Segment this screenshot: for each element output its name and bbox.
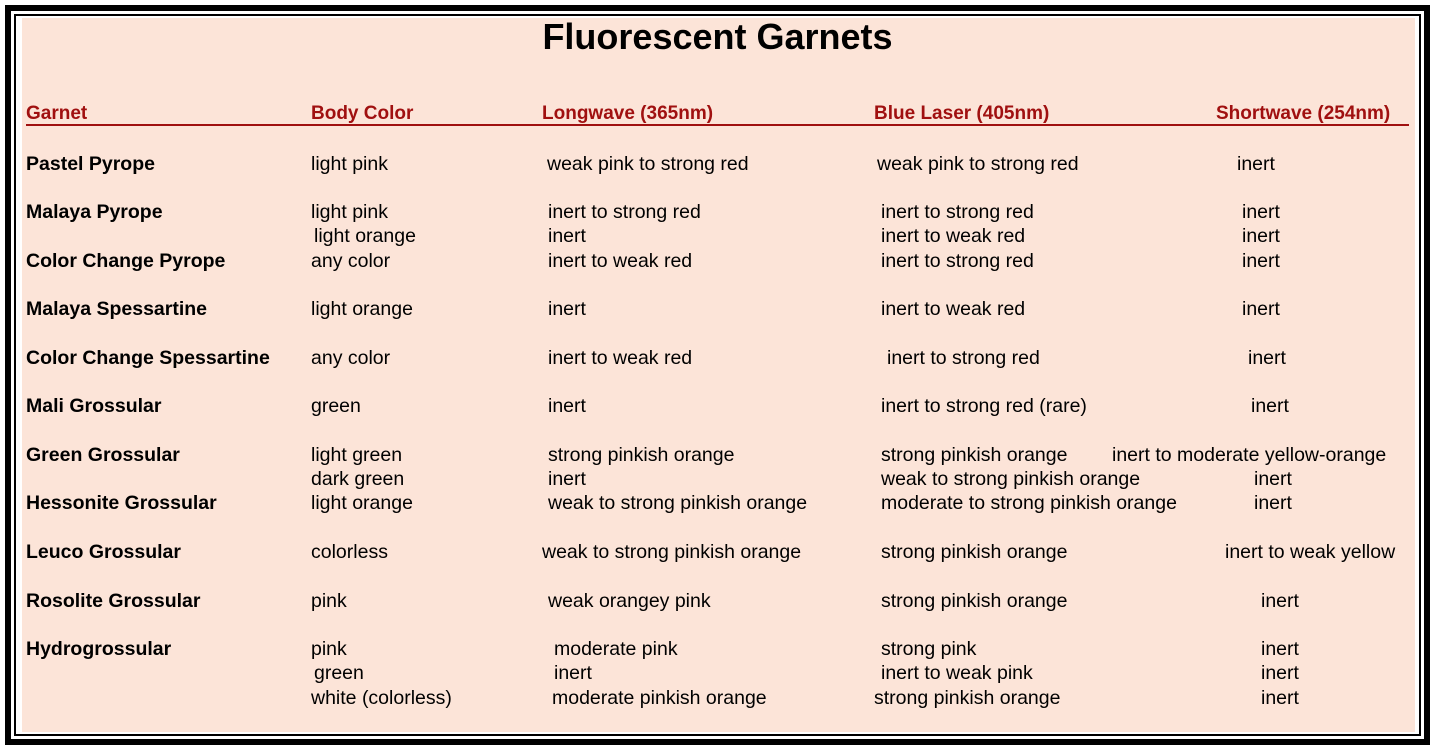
header-garnet: Garnet	[26, 103, 88, 124]
shortwave-response: inert	[1254, 492, 1292, 514]
body-color: any color	[311, 347, 391, 369]
body-color: white (colorless)	[311, 687, 452, 709]
sheet-background	[22, 18, 1415, 732]
page-title: Fluorescent Garnets	[542, 16, 893, 57]
body-color: light pink	[311, 201, 388, 223]
longwave-response: inert to weak red	[548, 250, 693, 272]
blue-laser-response: moderate to strong pinkish orange	[881, 492, 1177, 514]
shortwave-response: inert	[1251, 395, 1289, 417]
longwave-response: weak to strong pinkish orange	[548, 492, 808, 514]
blue-laser-response: inert to weak red	[881, 225, 1026, 247]
header-longwave: Longwave (365nm)	[542, 103, 714, 124]
garnet-name: Pastel Pyrope	[26, 153, 155, 175]
blue-laser-response: strong pinkish orange	[881, 444, 1068, 466]
header-body-color: Body Color	[311, 103, 414, 124]
blue-laser-response: weak pink to strong red	[877, 153, 1079, 175]
body-color: light green	[311, 444, 403, 466]
garnet-name: Hydrogrossular	[26, 638, 172, 660]
garnet-name: Mali Grossular	[26, 395, 162, 417]
longwave-response: weak to strong pinkish orange	[542, 541, 802, 563]
garnet-name: Green Grossular	[26, 444, 180, 466]
garnet-name: Color Change Spessartine	[26, 347, 270, 369]
shortwave-response: inert to moderate yellow-orange	[1112, 444, 1387, 466]
shortwave-response: inert	[1242, 225, 1280, 247]
shortwave-response: inert	[1254, 468, 1292, 490]
blue-laser-response: inert to weak pink	[881, 662, 1033, 684]
longwave-response: inert to strong red	[548, 201, 701, 223]
blue-laser-response: strong pinkish orange	[874, 687, 1061, 709]
shortwave-response: inert	[1248, 347, 1286, 369]
body-color: green	[311, 395, 361, 417]
garnet-name: Color Change Pyrope	[26, 250, 226, 272]
shortwave-response: inert	[1237, 153, 1275, 175]
body-color: light pink	[311, 153, 388, 175]
blue-laser-response: inert to weak red	[881, 298, 1026, 320]
header-underline	[26, 124, 1409, 126]
header-blue-laser: Blue Laser (405nm)	[874, 103, 1050, 124]
header-shortwave: Shortwave (254nm)	[1216, 103, 1391, 124]
blue-laser-response: inert to strong red	[881, 201, 1034, 223]
shortwave-response: inert	[1261, 687, 1299, 709]
shortwave-response: inert	[1242, 201, 1280, 223]
longwave-response: inert	[548, 395, 586, 417]
shortwave-response: inert	[1261, 662, 1299, 684]
shortwave-response: inert to weak yellow	[1225, 541, 1396, 563]
blue-laser-response: weak to strong pinkish orange	[881, 468, 1141, 490]
body-color: green	[314, 662, 364, 684]
blue-laser-response: inert to strong red	[881, 250, 1034, 272]
garnet-name: Malaya Spessartine	[26, 298, 208, 320]
garnet-name: Hessonite Grossular	[26, 492, 217, 514]
longwave-response: moderate pink	[554, 638, 678, 660]
body-color: any color	[311, 250, 391, 272]
body-color: dark green	[311, 468, 405, 490]
longwave-response: inert	[554, 662, 592, 684]
longwave-response: inert to weak red	[548, 347, 693, 369]
garnet-name: Rosolite Grossular	[26, 590, 201, 612]
blue-laser-response: strong pink	[881, 638, 977, 660]
longwave-response: strong pinkish orange	[548, 444, 735, 466]
garnet-name: Leuco Grossular	[26, 541, 181, 563]
body-color: light orange	[311, 298, 413, 320]
shortwave-response: inert	[1242, 250, 1280, 272]
body-color: colorless	[311, 541, 388, 563]
shortwave-response: inert	[1242, 298, 1280, 320]
longwave-response: inert	[548, 225, 586, 247]
shortwave-response: inert	[1261, 638, 1299, 660]
blue-laser-response: strong pinkish orange	[881, 541, 1068, 563]
body-color: light orange	[314, 225, 416, 247]
body-color: pink	[311, 590, 347, 612]
blue-laser-response: strong pinkish orange	[881, 590, 1068, 612]
body-color: light orange	[311, 492, 413, 514]
longwave-response: weak orangey pink	[548, 590, 711, 612]
longwave-response: moderate pinkish orange	[552, 687, 767, 709]
longwave-response: inert	[548, 298, 586, 320]
blue-laser-response: inert to strong red (rare)	[881, 395, 1087, 417]
longwave-response: weak pink to strong red	[547, 153, 749, 175]
garnet-name: Malaya Pyrope	[26, 201, 163, 223]
blue-laser-response: inert to strong red	[887, 347, 1040, 369]
longwave-response: inert	[548, 468, 586, 490]
shortwave-response: inert	[1261, 590, 1299, 612]
body-color: pink	[311, 638, 347, 660]
